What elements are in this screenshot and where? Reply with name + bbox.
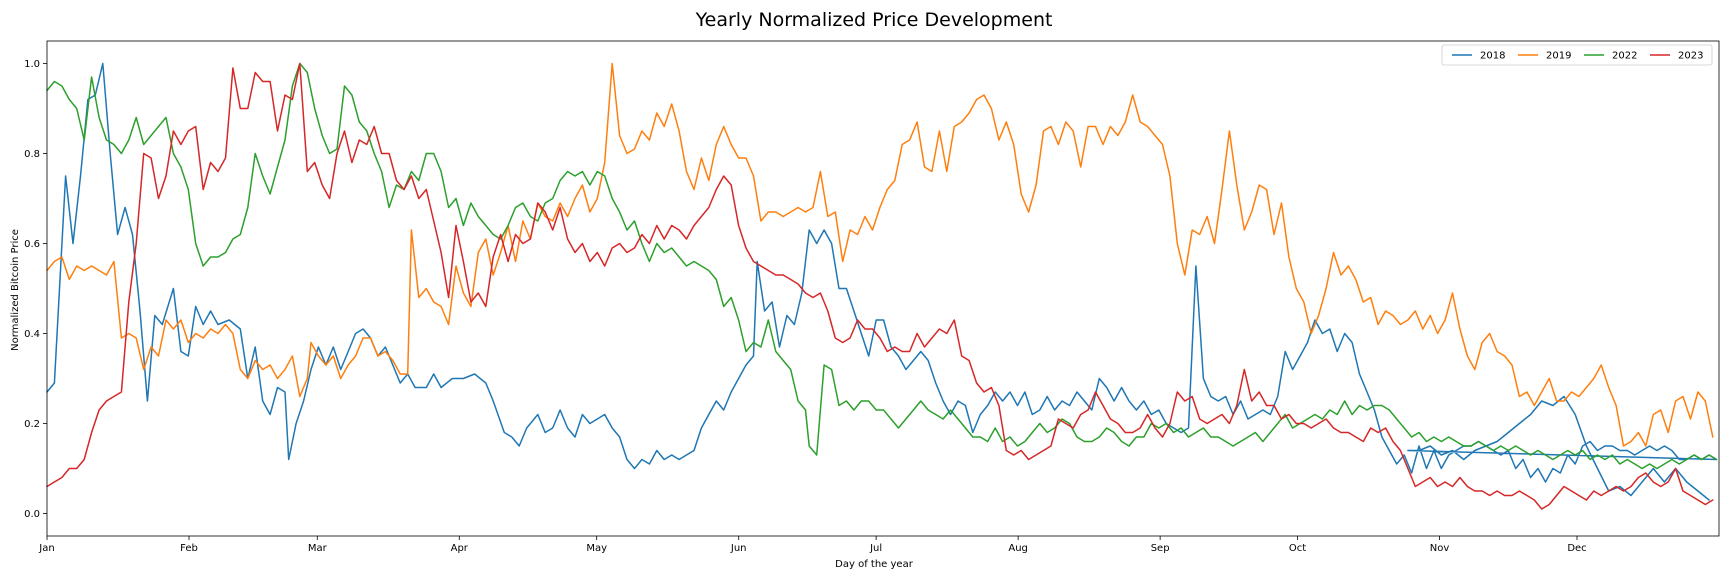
x-tick-label: Jul xyxy=(869,543,882,554)
legend-label-2022: 2022 xyxy=(1612,51,1637,62)
x-tick-label: Dec xyxy=(1567,543,1586,554)
y-tick-label: 0.4 xyxy=(24,329,40,340)
y-tick-label: 0.0 xyxy=(24,509,40,520)
x-tick-label: Oct xyxy=(1289,543,1306,554)
x-tick-label: Jan xyxy=(38,543,54,554)
series-line-2022 xyxy=(46,62,1718,470)
legend-label-2019: 2019 xyxy=(1546,51,1571,62)
x-axis-label: Day of the year xyxy=(835,559,914,570)
x-tick-label: Nov xyxy=(1430,543,1450,554)
x-tick-label: May xyxy=(586,543,607,554)
series-line-2023 xyxy=(46,62,1714,510)
y-tick-label: 0.6 xyxy=(24,239,40,250)
legend-label-2023: 2023 xyxy=(1678,51,1703,62)
x-tick-label: Apr xyxy=(451,543,469,554)
y-axis-label: Normalized Bitcoin Price xyxy=(10,229,21,351)
plot-frame xyxy=(46,40,1720,537)
chart-title: Yearly Normalized Price Development xyxy=(695,9,1053,31)
legend-label-2018: 2018 xyxy=(1480,51,1505,62)
x-tick-label: Mar xyxy=(308,543,328,554)
series-line-2018 xyxy=(46,62,1718,501)
y-tick-label: 1.0 xyxy=(24,59,40,70)
legend: 2018 2019 2022 2023 xyxy=(1441,44,1713,66)
x-tick-label: Sep xyxy=(1151,543,1170,554)
legend-box xyxy=(1441,44,1713,66)
x-tick-label: Aug xyxy=(1008,543,1028,554)
plot-area xyxy=(46,40,1720,537)
x-tick-label: Jun xyxy=(730,543,747,554)
x-tick-label: Feb xyxy=(180,543,198,554)
series-group xyxy=(46,62,1718,510)
y-tick-label: 0.2 xyxy=(24,419,40,430)
x-axis: Jan Feb Mar Apr May Jun Jul Aug Sep Oct Nov Dec xyxy=(38,536,1587,554)
y-tick-label: 0.8 xyxy=(24,149,40,160)
series-line-2019 xyxy=(46,62,1714,447)
y-axis: 0.0 0.2 0.4 0.6 0.8 1.0 xyxy=(24,59,47,520)
